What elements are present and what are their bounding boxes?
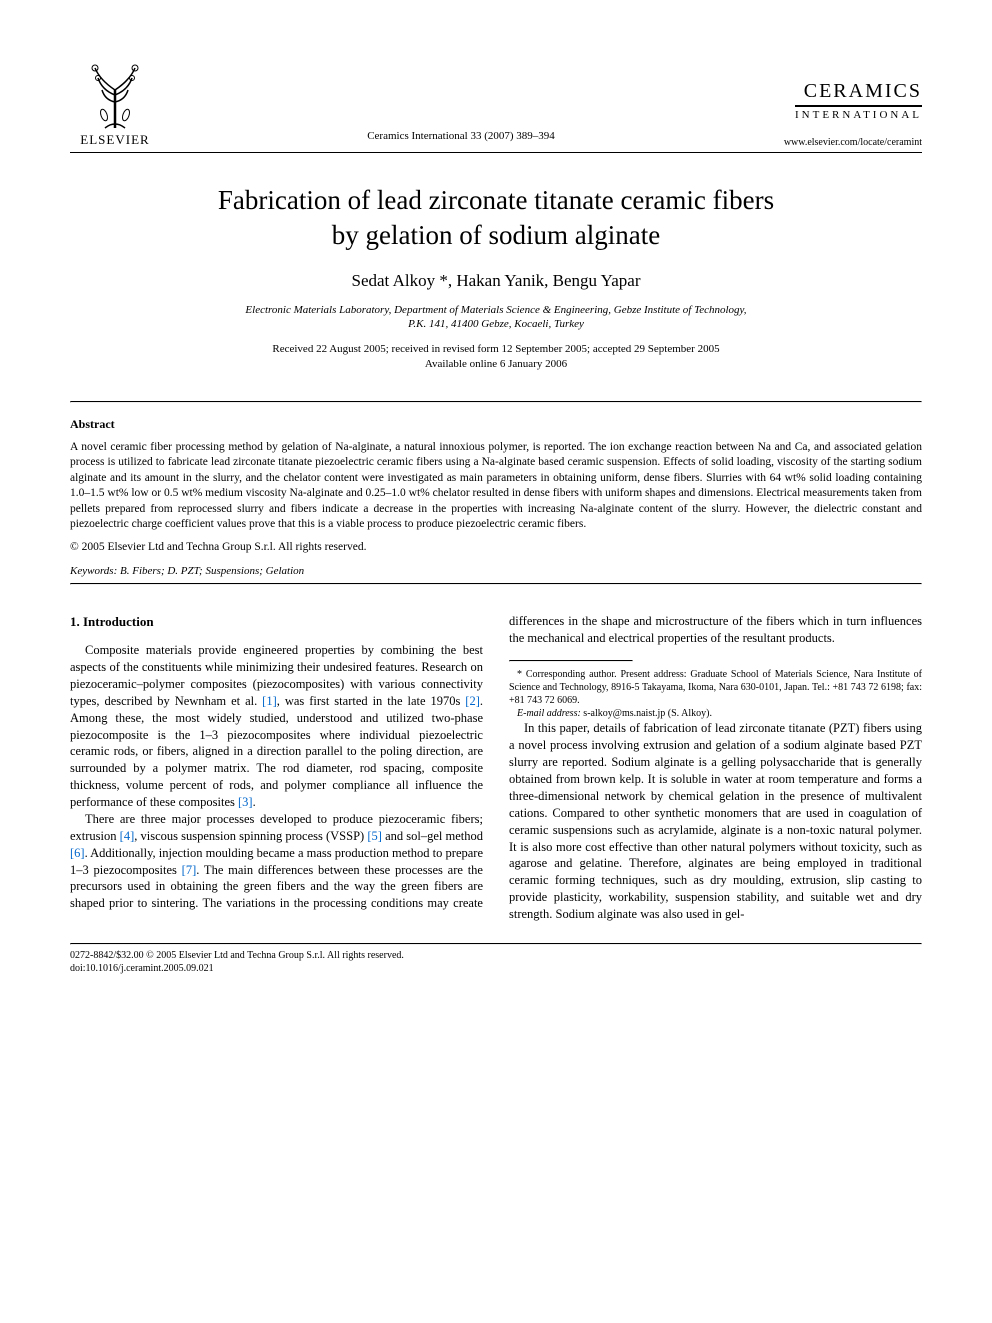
header-row: ELSEVIER Ceramics International 33 (2007… xyxy=(70,60,922,153)
abstract-text: A novel ceramic fiber processing method … xyxy=(70,440,922,533)
footer-copyright: 0272-8842/$32.00 © 2005 Elsevier Ltd and… xyxy=(70,949,922,962)
ref-link-4[interactable]: [4] xyxy=(120,829,135,843)
paragraph-1: Composite materials provide engineered p… xyxy=(70,642,483,811)
citation: Ceramics International 33 (2007) 389–394 xyxy=(160,130,762,148)
elsevier-tree-icon xyxy=(80,60,150,130)
email-label: E-mail address: xyxy=(517,708,581,719)
copyright: © 2005 Elsevier Ltd and Techna Group S.r… xyxy=(70,541,922,553)
email-address: s-alkoy@ms.naist.jp (S. Alkoy). xyxy=(581,708,712,719)
journal-name: CERAMICS xyxy=(804,80,922,103)
dates-line-1: Received 22 August 2005; received in rev… xyxy=(272,343,719,355)
title-line-1: Fabrication of lead zirconate titanate c… xyxy=(218,185,774,215)
keywords-text: B. Fibers; D. PZT; Suspensions; Gelation xyxy=(117,565,304,577)
ref-link-7[interactable]: [7] xyxy=(182,863,197,877)
affiliation: Electronic Materials Laboratory, Departm… xyxy=(70,303,922,332)
article-dates: Received 22 August 2005; received in rev… xyxy=(70,342,922,373)
journal-logo: CERAMICS INTERNATIONAL www.elsevier.com/… xyxy=(762,80,922,148)
rule-above-abstract xyxy=(70,401,922,403)
keywords: Keywords: B. Fibers; D. PZT; Suspensions… xyxy=(70,565,922,577)
footer-rule xyxy=(70,943,922,945)
section-1-heading: 1. Introduction xyxy=(70,613,483,631)
email-footnote: E-mail address: s-alkoy@ms.naist.jp (S. … xyxy=(509,707,922,720)
ref-link-6[interactable]: [6] xyxy=(70,846,85,860)
ref-link-2[interactable]: [2] xyxy=(465,694,480,708)
keywords-label: Keywords: xyxy=(70,565,117,577)
article-title: Fabrication of lead zirconate titanate c… xyxy=(70,183,922,253)
paragraph-3: In this paper, details of fabrication of… xyxy=(509,720,922,923)
journal-subtitle: INTERNATIONAL xyxy=(795,105,922,121)
rule-below-keywords xyxy=(70,583,922,585)
ref-link-1[interactable]: [1] xyxy=(262,694,277,708)
ref-link-3[interactable]: [3] xyxy=(238,795,253,809)
authors: Sedat Alkoy *, Hakan Yanik, Bengu Yapar xyxy=(70,271,922,291)
footnote-block: * Corresponding author. Present address:… xyxy=(509,660,922,720)
ref-link-5[interactable]: [5] xyxy=(367,829,382,843)
footer: 0272-8842/$32.00 © 2005 Elsevier Ltd and… xyxy=(70,943,922,975)
affiliation-line-2: P.K. 141, 41400 Gebze, Kocaeli, Turkey xyxy=(408,318,584,330)
footnote-rule xyxy=(509,660,633,662)
affiliation-line-1: Electronic Materials Laboratory, Departm… xyxy=(245,304,746,316)
abstract-heading: Abstract xyxy=(70,417,922,432)
corresponding-author-footnote: * Corresponding author. Present address:… xyxy=(509,668,922,707)
publisher-logo: ELSEVIER xyxy=(70,60,160,148)
dates-line-2: Available online 6 January 2006 xyxy=(425,358,567,370)
body-columns: 1. Introduction Composite materials prov… xyxy=(70,613,922,923)
publisher-name: ELSEVIER xyxy=(80,132,149,148)
footer-doi: doi:10.1016/j.ceramint.2005.09.021 xyxy=(70,962,922,975)
journal-url: www.elsevier.com/locate/ceramint xyxy=(784,137,922,148)
title-line-2: by gelation of sodium alginate xyxy=(332,220,660,250)
